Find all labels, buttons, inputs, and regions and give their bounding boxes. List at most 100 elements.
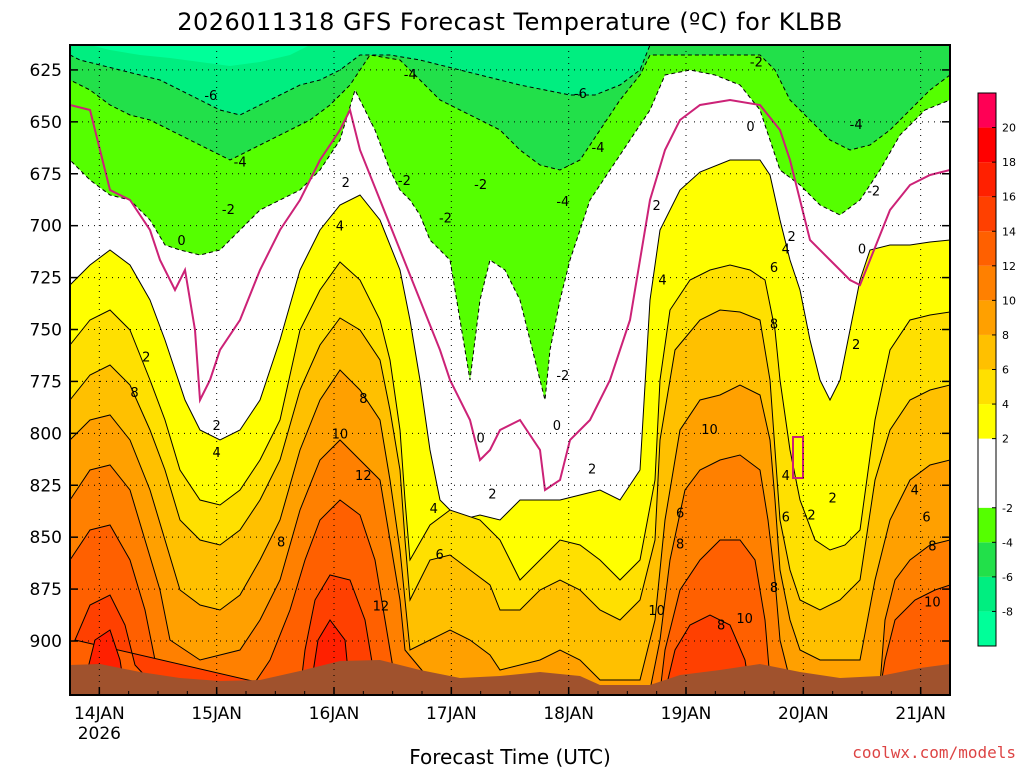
colorbar-segment [978,265,996,301]
contour-label: 8 [770,581,778,596]
contour-label: 4 [658,274,666,289]
contour-label: 2 [342,176,350,191]
contour-label: 4 [782,469,790,484]
contour-label: 0 [477,431,485,446]
contour-label: 2 [852,338,860,353]
colorbar-label: 14 [1002,225,1016,238]
contour-label: 10 [332,427,349,442]
contour-label: -4 [556,195,569,210]
colorbar-segment [978,334,996,370]
x-tick-label: 20JAN [778,704,829,724]
contour-label: 8 [359,392,367,407]
colorbar-label: 18 [1002,156,1016,169]
y-tick-label: 775 [30,372,62,392]
terrain-surface [70,660,950,695]
contour-label: -6 [574,87,587,102]
contour-label: -2 [474,178,487,193]
chart-title: 2026011318 GFS Forecast Temperature (ºC)… [177,8,843,36]
y-tick-label: 700 [30,217,62,237]
contour-label: 4 [430,502,438,517]
colorbar: -8 -6 -4 -2 2 4 6 8 10 12 14 16 18 20 [977,92,1016,647]
colorbar-label: -6 [1002,571,1013,584]
colorbar-label: 4 [1002,398,1009,411]
y-tick-label: 750 [30,321,62,341]
y-tick-label: 625 [30,61,62,81]
contour-label: -4 [234,155,247,170]
contour-label: 10 [648,604,665,619]
x-tick-sublabel: 2026 [78,724,121,744]
contour-label: 4 [911,483,919,498]
y-tick-label: 900 [30,632,62,652]
credit-text: coolwx.com/models [852,743,1016,762]
colorbar-segment [978,542,996,577]
contour-label: 6 [770,261,778,276]
contour-label: 12 [373,600,390,615]
colorbar-label: 6 [1002,364,1009,377]
contour-label: 0 [858,243,866,258]
y-tick-label: 800 [30,424,62,444]
y-tick-label: 675 [30,165,62,185]
contour-label: -4 [850,118,863,133]
contour-label: 2 [787,230,795,245]
contour-label: 8 [277,535,285,550]
contour-label: -4 [404,68,417,83]
y-tick-label: 825 [30,476,62,496]
contour-label: 8 [130,386,138,401]
y-tick-label: 650 [30,113,62,133]
colorbar-label: -8 [1002,605,1013,618]
contour-label: 6 [676,506,684,521]
x-axis-label: Forecast Time (UTC) [409,745,611,768]
colorbar-segment [978,93,996,128]
contour-label: 4 [213,446,221,461]
contour-label: 10 [701,423,718,438]
colorbar-segment [978,404,996,439]
contour-label: 0 [746,120,754,135]
contour-label: -2 [750,56,763,71]
colorbar-segment [978,611,996,646]
contour-label: 4 [782,243,790,258]
colorbar-label: 20 [1002,122,1016,135]
contour-label: -2 [803,508,816,523]
contour-label: 0 [553,419,561,434]
contour-label: 8 [717,618,725,633]
contour-label: -2 [439,211,452,226]
x-tick-label: 17JAN [426,704,477,724]
y-tick-label: 875 [30,580,62,600]
contour-label: 6 [435,548,443,563]
contour-label: -2 [556,369,569,384]
zero-degree-contour [70,98,950,492]
contour-label: 8 [676,537,684,552]
contour-label: 6 [782,510,790,525]
contour-label: 2 [213,419,221,434]
x-tick-label: 21JAN [895,704,946,724]
contour-label: 2 [488,488,496,503]
colorbar-segment [978,231,996,266]
x-tick-label: 16JAN [309,704,360,724]
contour-label: 2 [142,351,150,366]
grid-lines [70,45,950,695]
colorbar-segment [978,576,996,612]
colorbar-label: 16 [1002,191,1016,204]
contour-label: -4 [592,141,605,156]
contour-label: 6 [922,510,930,525]
contour-label: 10 [736,612,753,627]
contour-label: -2 [222,203,235,218]
contour-label: 2 [829,492,837,507]
y-tick-label: 850 [30,528,62,548]
cold-region-minus8 [90,45,310,66]
x-tick-label: 19JAN [661,704,712,724]
x-tick-label: 18JAN [543,704,594,724]
colorbar-label: 12 [1002,260,1016,273]
contour-label: -2 [867,184,880,199]
colorbar-segment [978,162,996,197]
colorbar-segment [978,438,996,508]
contour-label: 12 [355,469,372,484]
colorbar-segment [978,300,996,335]
contour-label: 8 [770,317,778,332]
contour-label: 2 [653,199,661,214]
contour-label: -6 [204,89,217,104]
colorbar-segment [978,369,996,405]
